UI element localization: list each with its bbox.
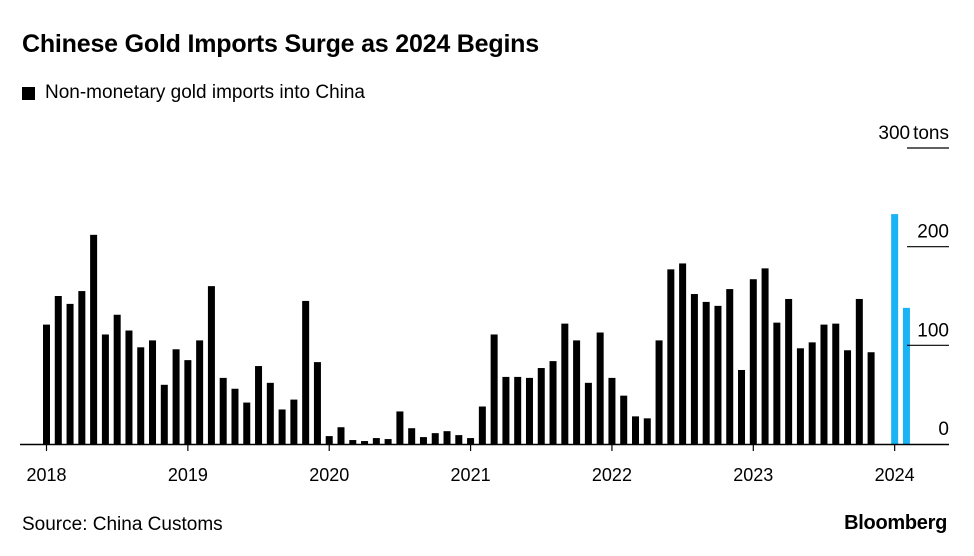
y-axis: 0 100 200 300 tons (878, 123, 949, 440)
legend: Non-monetary gold imports into China (22, 82, 365, 104)
source-note: Source: China Customs (22, 514, 223, 535)
bar-2021-10 (573, 340, 581, 444)
bar-2022-08 (690, 294, 698, 444)
bar-2021-01 (467, 438, 475, 444)
bar-2022-05 (655, 340, 663, 444)
bar-2022-07 (679, 263, 687, 444)
bars-group (43, 214, 910, 444)
bar-2020-08 (408, 428, 416, 444)
bar-2020-04 (361, 441, 369, 444)
bar-2023-04 (785, 298, 793, 444)
bar-2023-02 (761, 268, 769, 444)
x-tick-label-2020: 2020 (309, 465, 349, 485)
x-tick-label-2018: 2018 (26, 465, 66, 485)
x-tick-label-2021: 2021 (451, 465, 491, 485)
bar-2019-09 (278, 409, 286, 444)
bar-2023-07 (820, 324, 828, 444)
bar-2021-05 (514, 376, 522, 444)
bar-2018-02 (54, 296, 62, 444)
bar-2024-01-highlight (891, 214, 899, 444)
bar-2019-07 (255, 366, 263, 444)
bar-2020-10 (431, 433, 439, 444)
bar-2020-05 (372, 438, 380, 444)
bar-2022-12 (738, 370, 746, 444)
bar-2018-06 (101, 334, 109, 444)
bar-2022-06 (667, 269, 675, 444)
bar-2024-02-highlight (902, 307, 910, 444)
bloomberg-logo: Bloomberg (844, 512, 947, 534)
bar-2021-09 (561, 323, 569, 444)
bar-2023-10 (855, 298, 863, 444)
y-tick-label-100: 100 (917, 320, 949, 341)
bar-2018-04 (78, 291, 86, 444)
bar-2021-06 (525, 377, 533, 444)
bar-2020-06 (384, 439, 392, 444)
bar-2019-12 (313, 362, 321, 444)
bar-2020-02 (337, 427, 345, 444)
bar-2023-01 (749, 279, 757, 444)
bar-2022-11 (726, 289, 734, 444)
bar-2023-09 (844, 350, 852, 444)
bar-2020-12 (455, 435, 463, 444)
bar-2021-04 (502, 376, 510, 444)
bar-2019-08 (266, 382, 274, 444)
bar-2020-11 (443, 431, 451, 444)
x-tick-label-2019: 2019 (168, 465, 208, 485)
bar-2023-08 (832, 323, 840, 444)
bar-2018-11 (160, 384, 168, 444)
bar-2018-09 (137, 347, 145, 444)
legend-label: Non-monetary gold imports into China (45, 82, 365, 103)
bar-2021-03 (490, 334, 498, 444)
bar-2018-12 (172, 349, 180, 444)
bar-2020-01 (325, 436, 333, 444)
bar-2021-11 (584, 382, 592, 444)
bar-2023-11 (867, 352, 875, 444)
legend-swatch (22, 86, 35, 100)
bar-2020-09 (419, 437, 427, 444)
bar-2018-01 (43, 324, 50, 444)
bar-2019-06 (243, 402, 251, 444)
bar-2018-05 (90, 234, 98, 444)
bar-2023-05 (796, 348, 804, 444)
x-tick-label-2024: 2024 (875, 465, 915, 485)
bar-2023-06 (808, 342, 816, 444)
x-tick-label-2023: 2023 (733, 465, 773, 485)
bar-2021-08 (549, 361, 557, 444)
y-tick-label-300: 300 tons (878, 123, 949, 144)
bar-2022-10 (714, 305, 722, 444)
bar-2019-02 (196, 340, 204, 444)
bar-2022-02 (620, 395, 628, 444)
bar-2019-01 (184, 360, 192, 444)
bar-2019-05 (231, 388, 239, 444)
bar-2018-07 (113, 314, 121, 444)
bar-2022-04 (643, 418, 651, 444)
x-tick-label-2022: 2022 (592, 465, 632, 485)
bar-2023-03 (773, 322, 781, 444)
bar-2022-01 (608, 377, 616, 444)
bar-2020-03 (349, 440, 357, 444)
chart-title: Chinese Gold Imports Surge as 2024 Begin… (22, 30, 539, 58)
bar-2019-03 (207, 286, 215, 444)
bar-2022-09 (702, 301, 710, 444)
bar-2020-07 (396, 411, 404, 444)
bar-2018-03 (66, 303, 74, 444)
y-tick-label-0: 0 (938, 419, 949, 440)
y-tick-label-200: 200 (917, 222, 949, 243)
y-axis-unit: tons (913, 123, 949, 144)
bar-2021-07 (537, 368, 545, 444)
bar-2019-11 (302, 300, 310, 444)
bar-2021-02 (478, 406, 486, 444)
bar-2019-10 (290, 399, 298, 444)
bar-2018-10 (149, 340, 157, 444)
bar-2019-04 (219, 377, 227, 444)
x-axis: 2018 2019 2020 2021 2022 2023 2024 (20, 443, 949, 485)
bar-2018-08 (125, 330, 133, 444)
bar-2021-12 (596, 332, 604, 444)
bar-2022-03 (632, 416, 639, 444)
